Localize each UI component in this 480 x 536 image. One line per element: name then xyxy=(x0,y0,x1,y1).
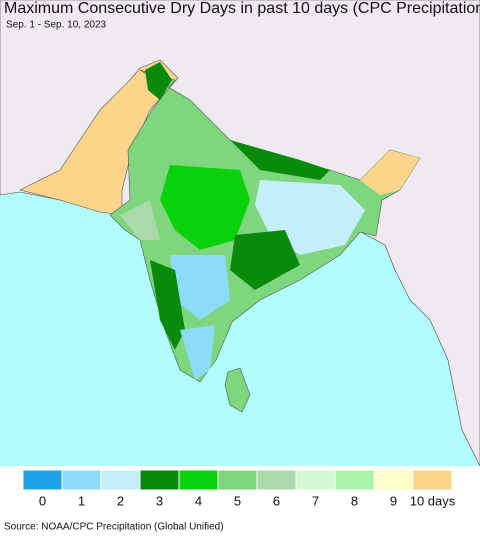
patch-west-coast xyxy=(150,260,185,350)
legend-swatch xyxy=(256,469,297,491)
legend-swatch xyxy=(217,469,258,491)
legend-swatch xyxy=(334,469,375,491)
legend-swatch xyxy=(100,469,141,491)
legend-swatch xyxy=(295,469,336,491)
subtitle: Sep. 1 - Sep. 10, 2023 xyxy=(6,20,107,31)
legend-swatch xyxy=(373,469,414,491)
legend-swatch xyxy=(139,469,180,491)
sri-lanka xyxy=(224,367,251,413)
patch-green xyxy=(160,165,250,250)
legend-label: 1 xyxy=(78,493,85,508)
legend-label: 10 days xyxy=(410,493,456,508)
legend-label: 7 xyxy=(312,493,319,508)
patch-gujarat xyxy=(120,200,160,240)
patch-dark-green xyxy=(230,230,300,290)
legend-swatch xyxy=(412,469,453,491)
legend-swatch xyxy=(61,469,102,491)
legend-label: 4 xyxy=(195,493,202,508)
patch-south xyxy=(180,325,215,380)
legend-label: 6 xyxy=(273,493,280,508)
legend-swatch xyxy=(178,469,219,491)
source: Source: NOAA/CPC Precipitation (Global U… xyxy=(4,522,224,533)
legend-label: 3 xyxy=(156,493,163,508)
legend-swatch xyxy=(22,469,63,491)
patch-kashmir xyxy=(145,62,172,100)
patch-blue xyxy=(170,255,230,320)
legend-label: 8 xyxy=(351,493,358,508)
legend-label: 0 xyxy=(39,493,46,508)
legend-label: 2 xyxy=(117,493,124,508)
legend-label: 9 xyxy=(390,493,397,508)
pakistan-region xyxy=(19,59,179,216)
patch-himalaya xyxy=(230,140,330,180)
patch-northeast xyxy=(360,150,420,195)
title: Maximum Consecutive Dry Days in past 10 … xyxy=(4,0,480,17)
legend: 0 1 2 3 4 5 6 7 8 9 10 days xyxy=(22,469,456,508)
legend-label: 5 xyxy=(234,493,241,508)
